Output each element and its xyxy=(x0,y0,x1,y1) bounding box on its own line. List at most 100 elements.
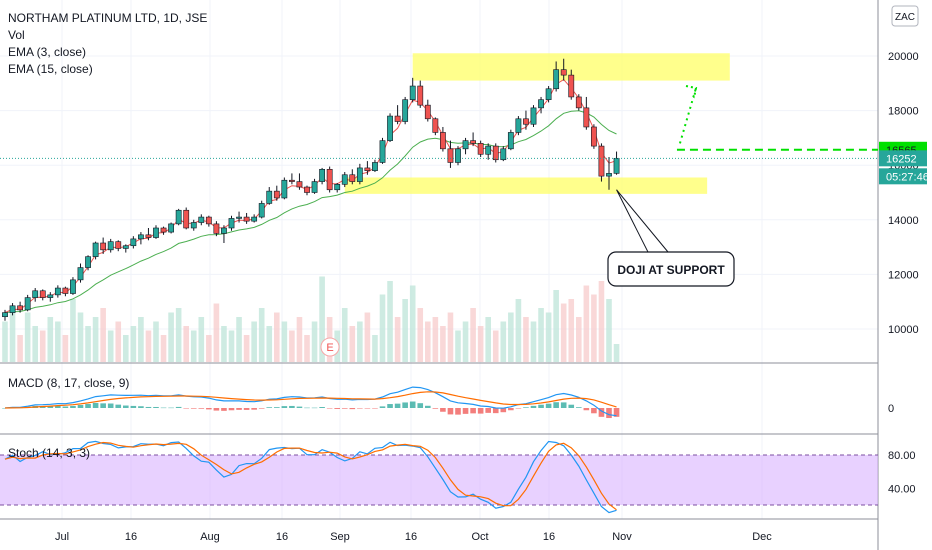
candle-body xyxy=(341,174,348,185)
candle-body xyxy=(409,85,416,100)
candle xyxy=(9,303,16,316)
candle-body xyxy=(387,115,393,141)
stoch-k-line xyxy=(4,440,617,514)
macd-histogram-bar xyxy=(477,408,484,414)
volume-bar xyxy=(447,312,454,362)
candle xyxy=(251,214,258,223)
annotations: DOJI AT SUPPORT E xyxy=(0,85,878,357)
volume-bar xyxy=(462,321,469,362)
candle xyxy=(364,161,371,175)
candle-body xyxy=(288,179,295,182)
macd-histogram-bar xyxy=(523,407,529,408)
macd-histogram-bar xyxy=(47,406,54,408)
volume-bar xyxy=(530,321,537,362)
ema-15-line xyxy=(4,110,617,314)
macd-histogram-bar xyxy=(258,408,265,409)
candle-body xyxy=(228,218,235,229)
candle-body xyxy=(356,167,363,182)
volume-bar xyxy=(289,330,295,362)
macd-histogram-bar xyxy=(583,408,590,411)
volume-bar xyxy=(432,317,439,362)
volume-bar xyxy=(583,285,590,362)
macd-histogram-bar xyxy=(266,407,273,408)
candle xyxy=(236,211,242,223)
candle-body xyxy=(77,267,84,281)
time-tick-label: Sep xyxy=(330,531,350,543)
candle xyxy=(228,215,235,231)
candle-body xyxy=(266,190,273,204)
candle xyxy=(175,208,182,226)
macd-histogram-bar xyxy=(236,408,242,410)
candle-body xyxy=(560,69,567,76)
candle-body xyxy=(470,140,476,144)
earnings-marker-text: E xyxy=(326,342,333,354)
candle-body xyxy=(190,222,197,229)
candle xyxy=(70,277,76,295)
candle xyxy=(455,146,461,166)
candle-body xyxy=(17,305,23,311)
candle xyxy=(477,140,484,158)
macd-histogram-bar xyxy=(130,405,137,408)
symbol-badge[interactable]: ZAC xyxy=(891,5,919,27)
macd-histogram-bar xyxy=(145,406,152,408)
candle-body xyxy=(62,287,69,294)
candle xyxy=(500,146,507,162)
volume-bar xyxy=(538,308,544,362)
volume-bar xyxy=(523,317,529,362)
candle xyxy=(387,113,393,142)
candle xyxy=(122,244,129,253)
time-tick-label: Jul xyxy=(55,531,69,543)
legend-ema-slow: EMA (15, close) xyxy=(8,62,93,76)
volume-bar xyxy=(24,312,31,362)
volume-bar xyxy=(402,299,408,362)
volume-bar xyxy=(568,299,575,362)
candle-body xyxy=(568,74,575,98)
candle xyxy=(296,173,303,190)
volume-bar xyxy=(440,326,446,362)
ema-lines xyxy=(4,78,617,314)
macd-histogram-bar xyxy=(515,408,522,409)
candle-body xyxy=(9,305,16,313)
macd-histogram-bar xyxy=(417,403,424,408)
stoch-pane xyxy=(0,440,878,514)
chart-title: NORTHAM PLATINUM LTD, 1D, JSE xyxy=(8,11,207,25)
candle xyxy=(62,286,69,297)
macd-histogram-bar xyxy=(85,404,91,408)
time-tick-label: Nov xyxy=(612,531,632,543)
stoch-tick-label: 40.00 xyxy=(888,483,916,495)
candle xyxy=(221,225,227,244)
candle-body xyxy=(24,297,31,311)
volume-bar xyxy=(258,308,265,362)
candle xyxy=(470,132,476,147)
candle xyxy=(130,236,137,249)
volume-bar xyxy=(251,321,257,362)
candle xyxy=(598,143,605,182)
candle xyxy=(319,167,325,185)
volume-bar xyxy=(123,335,129,362)
macd-histogram-bar xyxy=(576,407,582,408)
price-tick-label: 14000 xyxy=(888,215,919,227)
projection-arrow xyxy=(678,87,697,144)
candle-body xyxy=(500,148,507,161)
time-tick-label: 16 xyxy=(125,531,137,543)
candle xyxy=(243,212,250,224)
candle-body xyxy=(130,238,137,247)
macd-label: MACD (8, 17, close, 9) xyxy=(8,376,129,390)
macd-histogram-bar xyxy=(138,406,144,408)
volume-bar xyxy=(455,330,461,362)
candle xyxy=(138,232,144,245)
candle-body xyxy=(417,85,424,106)
volume-bar xyxy=(545,312,552,362)
volume-bar xyxy=(9,308,16,362)
macd-histogram-bar xyxy=(613,408,620,417)
macd-histogram-bar xyxy=(190,408,197,409)
volume-bar xyxy=(62,335,69,362)
macd-histogram-bar xyxy=(447,408,454,415)
candle-body xyxy=(319,168,325,182)
macd-histogram-bar xyxy=(349,408,356,410)
macd-histogram-bar xyxy=(251,408,257,410)
macd-histogram-bar xyxy=(455,408,461,415)
price-zone xyxy=(344,177,708,194)
stoch-d-line xyxy=(4,441,617,511)
macd-histogram-bar xyxy=(485,408,491,413)
